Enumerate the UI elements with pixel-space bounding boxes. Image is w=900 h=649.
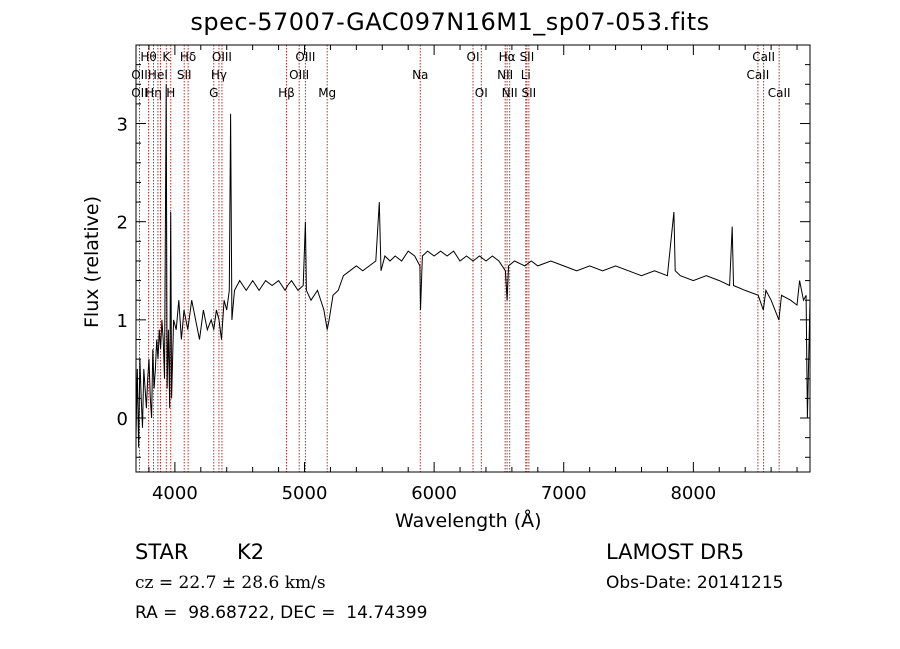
line-label: Hη — [145, 86, 162, 100]
y-axis-label: Flux (relative) — [81, 195, 103, 329]
tick-label: 5000 — [282, 483, 328, 504]
line-label: OIII — [295, 50, 315, 64]
line-label: OIII — [289, 68, 309, 82]
tick-label: 4000 — [152, 483, 198, 504]
line-label: Hδ — [180, 50, 196, 64]
axis-ticks: 4000 5000 6000 7000 8000 0 1 2 3 — [117, 45, 810, 504]
object-class: STAR — [135, 540, 189, 564]
line-label: Hγ — [211, 68, 227, 82]
line-label: Li — [521, 68, 531, 82]
tick-label: 8000 — [670, 483, 716, 504]
line-label: SII — [520, 50, 535, 64]
line-label: SII — [177, 68, 192, 82]
line-label: CaII — [752, 50, 775, 64]
line-label: K — [162, 50, 171, 64]
tick-label: 2 — [117, 213, 128, 234]
object-subclass: K2 — [237, 540, 265, 564]
line-label: NII — [497, 68, 513, 82]
tick-label: 3 — [117, 115, 128, 136]
spectrum-line — [135, 84, 811, 448]
line-label: OIII — [212, 50, 232, 64]
line-label: HeI — [148, 68, 168, 82]
plot-frame — [135, 44, 811, 473]
line-label: CaII — [746, 68, 769, 82]
line-label: G — [209, 86, 218, 100]
line-label: OII — [131, 86, 148, 100]
emission-line-markers — [138, 45, 780, 472]
tick-label: 0 — [117, 409, 128, 430]
x-axis-label: Wavelength (Å) — [395, 510, 542, 532]
line-label: Na — [412, 68, 428, 82]
line-label: OII — [131, 68, 148, 82]
line-label: CaII — [768, 86, 791, 100]
line-label: H — [166, 86, 175, 100]
spectrum-series — [135, 84, 811, 448]
line-label: OI — [467, 50, 480, 64]
line-label: Hθ — [140, 50, 156, 64]
redshift-text: cz = 22.7 ± 28.6 km/s — [135, 573, 326, 593]
line-label: NII — [502, 86, 518, 100]
emission-line-labels: HθHηOIIOIIHeIKHSIIHδGHγOIIIHβOIIIOIIIMgN… — [131, 50, 790, 100]
coordinates-text: RA = 98.68722, DEC = 14.74399 — [135, 603, 428, 623]
line-label: Hβ — [278, 86, 295, 100]
tick-label: 7000 — [541, 483, 587, 504]
tick-label: 1 — [117, 311, 128, 332]
line-label: SII — [522, 86, 537, 100]
line-label: OI — [475, 86, 488, 100]
line-label: Hα — [499, 50, 516, 64]
obs-date-text: Obs-Date: 20141215 — [606, 573, 784, 593]
chart-title: spec-57007-GAC097N16M1_sp07-053.fits — [190, 8, 710, 36]
line-label: Mg — [318, 86, 336, 100]
survey-label: LAMOST DR5 — [606, 540, 745, 564]
tick-label: 6000 — [411, 483, 457, 504]
